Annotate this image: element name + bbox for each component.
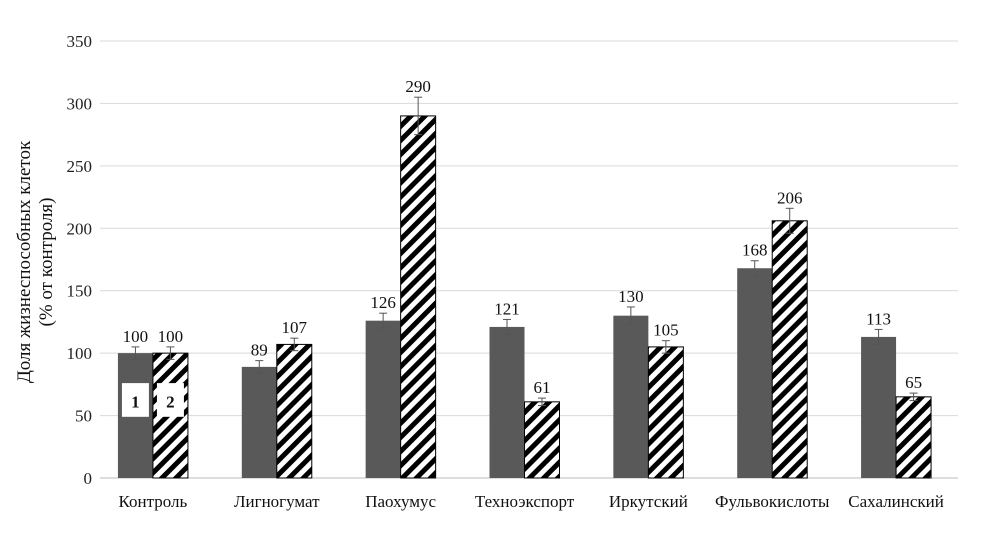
data-label: 121 bbox=[494, 299, 520, 318]
category-label: Паохумус bbox=[365, 492, 436, 511]
data-label: 130 bbox=[618, 287, 644, 306]
y-tick-label: 50 bbox=[75, 407, 92, 426]
category-label: Иркутский bbox=[609, 492, 688, 511]
y-tick-label: 100 bbox=[67, 344, 93, 363]
bar-series-1 bbox=[489, 326, 525, 478]
bars: 100 1 100 2 89 107 126 290 121 61 130 105 168 206 113 6… bbox=[117, 77, 932, 479]
x-axis-categories: Контроль Лигногумат Паохумус Техноэкспорт Ир… bbox=[119, 492, 944, 511]
data-label: 100 bbox=[158, 327, 184, 346]
bar-series-2 bbox=[647, 346, 684, 479]
legend-marker-box bbox=[121, 383, 149, 417]
data-label: 100 bbox=[123, 327, 149, 346]
category-label: Сахалинский bbox=[848, 492, 944, 511]
category-label: Контроль bbox=[119, 492, 188, 511]
bar-series-1 bbox=[613, 315, 649, 478]
legend-marker-label: 1 bbox=[131, 393, 140, 412]
data-label: 168 bbox=[742, 241, 768, 260]
data-label: 89 bbox=[251, 341, 268, 360]
y-tick-label: 350 bbox=[67, 32, 93, 51]
y-axis-ticks: 0 50 100 150 200 250 300 350 bbox=[67, 32, 93, 488]
category-label: Лигногумат bbox=[234, 492, 320, 511]
bar-series-1 bbox=[365, 320, 401, 478]
legend-marker-box bbox=[156, 383, 184, 417]
category-label: Фульвокислоты bbox=[715, 492, 830, 511]
legend-marker-label: 2 bbox=[166, 393, 175, 412]
category-label: Техноэкспорт bbox=[475, 492, 575, 511]
y-axis-label-line2: (% от контроля) bbox=[36, 198, 57, 327]
data-label: 65 bbox=[905, 373, 922, 392]
bar-series-2 bbox=[400, 115, 437, 479]
data-label: 126 bbox=[370, 293, 396, 312]
y-tick-label: 150 bbox=[67, 282, 93, 301]
bar-series-2 bbox=[276, 343, 313, 479]
bar-series-1 bbox=[241, 366, 277, 478]
bar-series-2 bbox=[895, 396, 932, 479]
data-label: 61 bbox=[534, 378, 551, 397]
y-tick-label: 250 bbox=[67, 157, 93, 176]
bar-series-1 bbox=[861, 336, 897, 478]
y-tick-label: 300 bbox=[67, 94, 93, 113]
data-label: 113 bbox=[866, 309, 891, 328]
bar-series-2 bbox=[771, 220, 808, 479]
y-axis-label-line1: Доля жизнеспособных клеток bbox=[14, 140, 35, 383]
data-label: 107 bbox=[282, 318, 308, 337]
bar-series-1 bbox=[737, 268, 773, 478]
y-tick-label: 200 bbox=[67, 219, 93, 238]
data-label: 290 bbox=[405, 77, 431, 96]
data-label: 105 bbox=[653, 321, 679, 340]
data-label: 206 bbox=[777, 188, 803, 207]
bar-series-2 bbox=[524, 401, 560, 479]
y-tick-label: 0 bbox=[84, 469, 93, 488]
